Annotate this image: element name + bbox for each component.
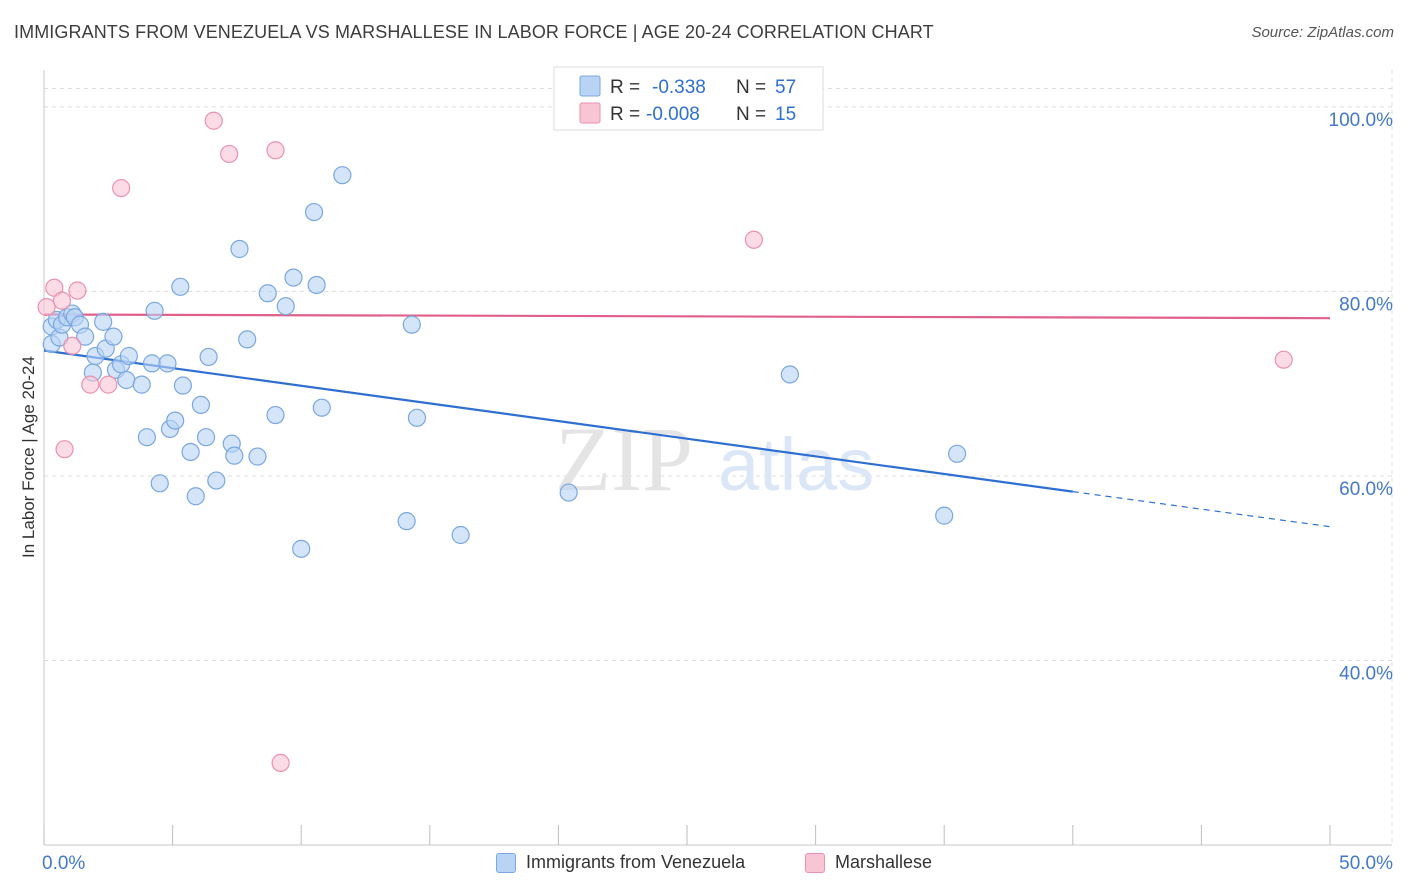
trend-layer xyxy=(43,313,1331,528)
point-venezuela xyxy=(104,327,123,346)
point-venezuela xyxy=(402,315,421,334)
legend-bottom: Immigrants from Venezuela Marshallese xyxy=(0,852,1406,878)
point-venezuela xyxy=(145,301,164,320)
legend-swatch-marshallese xyxy=(579,102,601,124)
point-venezuela xyxy=(137,428,156,447)
legend-label-venezuela: Immigrants from Venezuela xyxy=(526,852,746,872)
x-tick-label: 0.0% xyxy=(42,853,85,874)
point-venezuela xyxy=(166,411,185,430)
point-venezuela xyxy=(292,539,311,558)
watermark-zip: ZIP xyxy=(555,408,693,510)
point-venezuela xyxy=(119,346,138,366)
y-axis-label: In Labor Force | Age 20-24 xyxy=(19,356,38,558)
point-venezuela xyxy=(451,525,470,545)
point-venezuela xyxy=(307,275,326,295)
point-marshallese xyxy=(204,111,223,130)
point-marshallese xyxy=(52,291,72,310)
legend-r-value-marshallese: -0.008 xyxy=(646,104,700,125)
point-venezuela xyxy=(258,284,277,303)
point-marshallese xyxy=(63,336,82,355)
points-layer xyxy=(37,111,1293,772)
point-marshallese xyxy=(99,375,118,394)
point-marshallese xyxy=(266,141,285,160)
point-venezuela xyxy=(132,375,151,394)
point-venezuela xyxy=(142,354,162,373)
x-tick-label: 50.0% xyxy=(1339,853,1393,874)
point-venezuela xyxy=(559,483,578,502)
legend-n-label-venezuela: N = xyxy=(736,77,766,98)
legend-swatch-venezuela-bottom xyxy=(496,852,516,873)
source-label: Source: ZipAtlas.com xyxy=(1251,24,1394,41)
point-venezuela xyxy=(312,398,331,417)
legend-swatch-marshallese-bottom xyxy=(805,852,825,873)
point-venezuela xyxy=(117,370,136,390)
point-venezuela xyxy=(158,354,177,373)
point-marshallese xyxy=(744,230,763,249)
legend-item-marshallese: Marshallese xyxy=(805,852,932,873)
point-venezuela xyxy=(171,277,190,296)
trend-line-venezuela xyxy=(43,349,1073,493)
point-venezuela xyxy=(248,447,267,466)
axis-layer: 100.0% 80.0% 60.0% 40.0% 0.0% 50.0% xyxy=(42,70,1393,874)
point-venezuela xyxy=(780,365,799,384)
legend-r-value-venezuela: -0.338 xyxy=(652,77,706,98)
point-marshallese xyxy=(220,144,239,164)
point-venezuela xyxy=(333,166,352,185)
point-venezuela xyxy=(230,239,249,259)
chart-title: IMMIGRANTS FROM VENEZUELA VS MARSHALLESE… xyxy=(14,22,934,42)
point-venezuela xyxy=(238,330,257,349)
point-venezuela xyxy=(397,512,416,531)
legend-top: R = -0.338 N = 57 R = -0.008 N = 15 xyxy=(553,66,824,131)
legend-swatch-venezuela xyxy=(579,75,601,97)
point-venezuela xyxy=(94,312,113,331)
point-venezuela xyxy=(196,428,216,447)
point-venezuela xyxy=(181,442,200,462)
point-marshallese xyxy=(55,440,74,459)
point-marshallese xyxy=(81,375,100,394)
legend-r-label-marshallese: R = xyxy=(610,104,640,125)
y-tick-label: 60.0% xyxy=(1339,479,1393,500)
point-marshallese xyxy=(271,753,290,772)
watermark-atlas: atlas xyxy=(718,423,874,506)
point-venezuela xyxy=(207,471,226,490)
y-tick-label: 40.0% xyxy=(1339,663,1393,684)
point-marshallese xyxy=(112,178,131,198)
trend-line-venezuela-extension xyxy=(1072,491,1331,528)
point-venezuela xyxy=(947,444,967,463)
legend-n-label-marshallese: N = xyxy=(736,104,766,125)
point-venezuela xyxy=(304,202,324,222)
legend-n-value-venezuela: 57 xyxy=(775,77,796,98)
point-venezuela xyxy=(150,474,169,493)
watermark: ZIP atlas xyxy=(555,408,874,510)
legend-label-marshallese: Marshallese xyxy=(835,852,933,872)
point-marshallese xyxy=(1274,350,1293,369)
point-venezuela xyxy=(173,376,192,395)
legend-r-label-venezuela: R = xyxy=(610,77,640,98)
point-venezuela xyxy=(276,297,295,316)
legend-item-venezuela: Immigrants from Venezuela xyxy=(496,852,745,873)
point-venezuela xyxy=(76,327,95,346)
y-tick-label: 100.0% xyxy=(1329,110,1394,131)
point-venezuela xyxy=(186,487,205,506)
point-marshallese xyxy=(37,298,56,317)
trend-line-marshallese xyxy=(43,313,1331,320)
point-venezuela xyxy=(191,395,210,415)
point-venezuela xyxy=(199,347,218,367)
point-venezuela xyxy=(935,506,954,525)
point-venezuela xyxy=(284,268,303,287)
y-tick-label: 80.0% xyxy=(1339,294,1393,315)
point-venezuela xyxy=(225,446,244,465)
point-venezuela xyxy=(266,405,285,425)
point-marshallese xyxy=(68,281,87,300)
point-venezuela xyxy=(407,408,427,427)
legend-n-value-marshallese: 15 xyxy=(775,104,796,125)
